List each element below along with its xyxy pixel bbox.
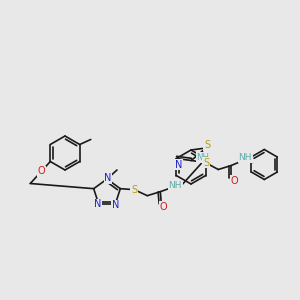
Text: N: N <box>112 200 119 210</box>
Text: NH: NH <box>196 153 209 162</box>
Text: O: O <box>160 202 167 212</box>
Text: N: N <box>94 199 101 209</box>
Text: O: O <box>38 167 45 176</box>
Text: NH: NH <box>238 153 252 162</box>
Text: N: N <box>175 160 182 170</box>
Text: O: O <box>230 176 238 185</box>
Text: NH: NH <box>169 181 182 190</box>
Text: S: S <box>203 158 209 167</box>
Text: S: S <box>131 185 137 195</box>
Text: N: N <box>104 173 112 183</box>
Text: S: S <box>204 140 210 150</box>
